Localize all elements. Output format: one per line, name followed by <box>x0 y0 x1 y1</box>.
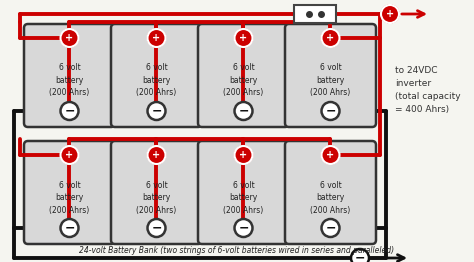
Text: 6 volt
battery
(200 Ahrs): 6 volt battery (200 Ahrs) <box>223 181 264 215</box>
FancyBboxPatch shape <box>111 24 202 127</box>
Circle shape <box>147 102 165 120</box>
FancyBboxPatch shape <box>285 24 376 127</box>
FancyBboxPatch shape <box>24 24 115 127</box>
Circle shape <box>147 146 165 164</box>
Circle shape <box>235 29 253 47</box>
Circle shape <box>147 29 165 47</box>
Text: +: + <box>153 150 161 160</box>
Circle shape <box>235 219 253 237</box>
FancyBboxPatch shape <box>294 5 336 23</box>
Text: 6 volt
battery
(200 Ahrs): 6 volt battery (200 Ahrs) <box>310 181 351 215</box>
Circle shape <box>235 146 253 164</box>
Text: −: − <box>325 105 336 117</box>
Circle shape <box>61 219 79 237</box>
Text: +: + <box>327 150 335 160</box>
Circle shape <box>321 146 339 164</box>
Text: to 24VDC
inverter
(total capacity
= 400 Ahrs): to 24VDC inverter (total capacity = 400 … <box>395 66 461 114</box>
Circle shape <box>381 5 399 23</box>
Text: −: − <box>325 221 336 234</box>
Text: −: − <box>238 105 249 117</box>
Text: 6 volt
battery
(200 Ahrs): 6 volt battery (200 Ahrs) <box>49 181 90 215</box>
Text: 6 volt
battery
(200 Ahrs): 6 volt battery (200 Ahrs) <box>310 63 351 97</box>
Text: +: + <box>327 33 335 43</box>
Circle shape <box>351 249 369 262</box>
Circle shape <box>147 219 165 237</box>
Text: +: + <box>153 33 161 43</box>
Text: 6 volt
battery
(200 Ahrs): 6 volt battery (200 Ahrs) <box>137 181 177 215</box>
Circle shape <box>61 146 79 164</box>
Text: −: − <box>64 105 75 117</box>
Circle shape <box>321 29 339 47</box>
Text: 24-volt Battery Bank (two strings of 6-volt batteries wired in series and parall: 24-volt Battery Bank (two strings of 6-v… <box>80 246 394 255</box>
Circle shape <box>321 219 339 237</box>
Text: −: − <box>151 105 162 117</box>
Circle shape <box>61 102 79 120</box>
FancyBboxPatch shape <box>111 141 202 244</box>
FancyBboxPatch shape <box>285 141 376 244</box>
Text: −: − <box>238 221 249 234</box>
Text: +: + <box>239 150 247 160</box>
Text: +: + <box>239 33 247 43</box>
FancyBboxPatch shape <box>24 141 115 244</box>
Circle shape <box>321 102 339 120</box>
Text: 6 volt
battery
(200 Ahrs): 6 volt battery (200 Ahrs) <box>137 63 177 97</box>
FancyBboxPatch shape <box>198 141 289 244</box>
FancyBboxPatch shape <box>198 24 289 127</box>
Text: 6 volt
battery
(200 Ahrs): 6 volt battery (200 Ahrs) <box>49 63 90 97</box>
Text: 6 volt
battery
(200 Ahrs): 6 volt battery (200 Ahrs) <box>223 63 264 97</box>
Text: −: − <box>64 221 75 234</box>
Text: −: − <box>355 252 365 262</box>
Text: +: + <box>386 9 394 19</box>
Text: +: + <box>65 33 73 43</box>
Circle shape <box>61 29 79 47</box>
Text: −: − <box>151 221 162 234</box>
Text: +: + <box>65 150 73 160</box>
Circle shape <box>235 102 253 120</box>
